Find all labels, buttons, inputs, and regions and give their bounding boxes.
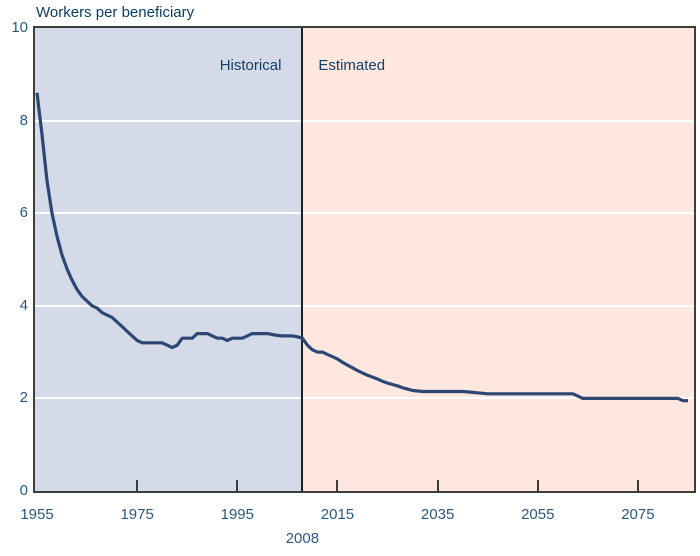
x-tick-1975 — [136, 480, 139, 491]
y-axis-label-4: 4 — [19, 296, 28, 314]
chart-title: Workers per beneficiary — [36, 4, 195, 21]
x-tick-2035 — [436, 480, 439, 491]
x-axis-label-1955: 1955 — [20, 506, 54, 523]
divider-line-2008 — [301, 28, 304, 491]
y-axis-label-2: 2 — [19, 389, 28, 407]
gridline-y-6 — [35, 212, 694, 215]
gridline-y-8 — [35, 119, 694, 122]
estimated-label: Estimated — [318, 57, 386, 74]
x-axis-label-1975: 1975 — [120, 506, 154, 523]
x-axis-label-1995: 1995 — [220, 506, 254, 523]
x-tick-2055 — [536, 480, 539, 491]
estimated-region — [302, 28, 694, 491]
x-axis-label-2015: 2015 — [320, 506, 355, 523]
gridline-y-4 — [35, 304, 694, 307]
x-axis-label-2055: 2055 — [521, 506, 555, 523]
historical-label: Historical — [219, 57, 282, 74]
workers-per-beneficiary-line — [35, 92, 688, 403]
y-axis-label-0: 0 — [19, 482, 28, 499]
data-line-svg — [35, 92, 688, 403]
x-tick-1995 — [236, 480, 239, 491]
x-tick-2075 — [636, 480, 639, 491]
x-axis-label-2075: 2075 — [621, 506, 655, 523]
y-axis-label-10: 10 — [11, 19, 28, 36]
gridline-y-2 — [35, 397, 694, 400]
y-axis-label-6: 6 — [19, 204, 28, 222]
y-axis-label-8: 8 — [19, 111, 28, 129]
x-tick-2015 — [336, 480, 339, 491]
plot-area: Historical Estimated — [33, 26, 696, 493]
x-axis-label-2035: 2035 — [420, 506, 455, 523]
historical-region — [35, 28, 303, 491]
divider-year-label: 2008 — [285, 530, 320, 547]
